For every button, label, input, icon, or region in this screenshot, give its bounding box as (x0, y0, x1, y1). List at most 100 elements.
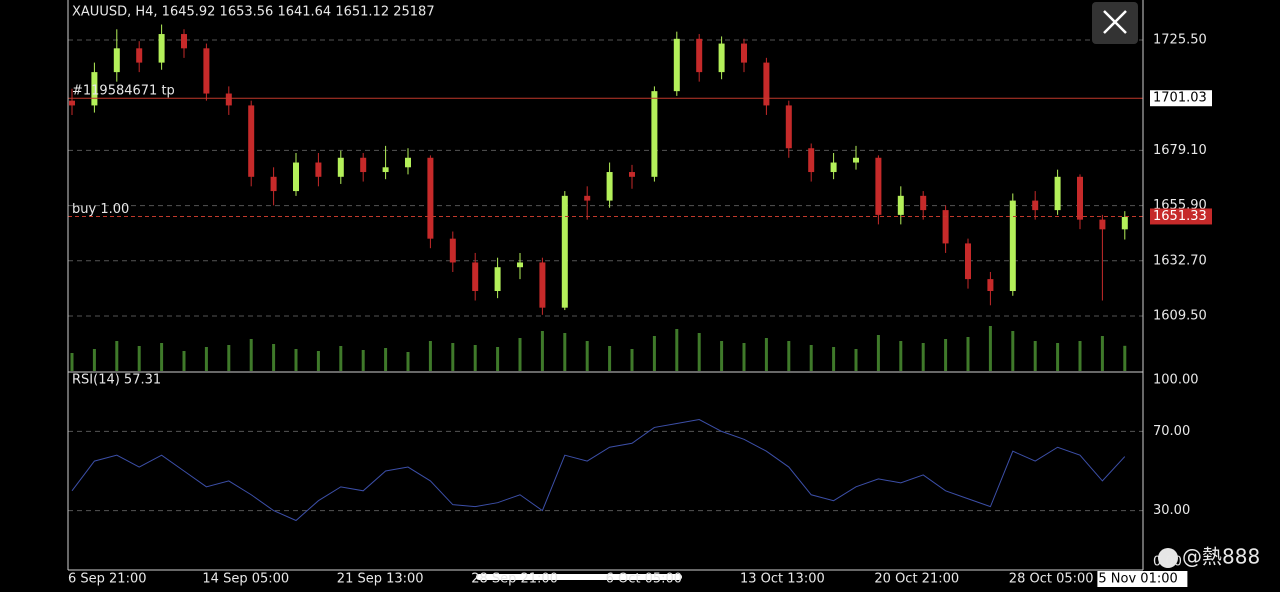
volume-bar (227, 345, 231, 371)
volume-bar (988, 326, 992, 371)
volume-bar (316, 351, 320, 371)
x-tick-label: 21 Sep 13:00 (337, 572, 424, 587)
volume-bar (854, 349, 858, 371)
candle-body (830, 162, 837, 173)
candle-body (920, 195, 927, 211)
volume-bar (966, 337, 970, 371)
candle-body (382, 167, 389, 173)
volume-bar (115, 341, 119, 371)
rsi-line (71, 418, 1126, 522)
volume-bar (1011, 331, 1015, 371)
volume-bar (204, 347, 208, 371)
candle-body (718, 43, 725, 73)
volume-bar (764, 338, 768, 371)
volume-bar (1033, 341, 1037, 371)
candle-body (853, 157, 859, 163)
volume-bar (697, 333, 701, 371)
candle-body (293, 162, 299, 192)
volume-bar (473, 345, 477, 371)
volume-bar (496, 347, 500, 371)
candle-body (987, 279, 994, 292)
x-tick-label: 13 Oct 13:00 (740, 572, 825, 587)
candle-body (91, 72, 98, 106)
x-tick-label: 28 Sep 21:00 (471, 572, 558, 587)
volume-bar (384, 348, 388, 371)
volume-bar (585, 341, 589, 371)
candle-body (696, 38, 703, 73)
candle-body (181, 34, 187, 49)
volume-bar (137, 346, 141, 371)
y-tick-label: 1679.10 (1153, 143, 1207, 158)
candle-body (494, 267, 501, 292)
candle-body (606, 172, 613, 201)
y-tick-label: 1609.50 (1153, 308, 1207, 323)
volume-bar (630, 349, 634, 371)
y-tick-label: 30.00 (1153, 503, 1190, 518)
grid-layer (68, 39, 1143, 512)
price-box-label: 1651.33 (1153, 209, 1207, 224)
volume-bar (921, 343, 925, 371)
volume-bar (428, 341, 432, 371)
candle-body (405, 157, 411, 168)
volume-bar (563, 333, 567, 371)
y-tick-label: 1725.50 (1153, 32, 1207, 47)
volume-bar (787, 341, 791, 371)
candle-body (897, 195, 904, 215)
volume-bar (451, 343, 455, 371)
symbol-header: XAUUSD, H4, 1645.92 1653.56 1641.64 1651… (72, 5, 435, 20)
order-label: #119584671 tp (72, 84, 175, 99)
candle-body (629, 172, 635, 177)
candle-body (136, 48, 143, 63)
x-tick-label: 5 Nov 01:00 (1098, 572, 1177, 587)
candle-body (248, 105, 255, 177)
volume-bar (832, 347, 836, 371)
candle-body (1009, 200, 1016, 292)
volume-bar (876, 335, 880, 371)
candle-body (741, 43, 747, 63)
close-icon[interactable] (1103, 10, 1127, 34)
volume-bar (1056, 343, 1060, 371)
volume-bar (339, 346, 343, 371)
candle-body (225, 93, 232, 106)
volume-bar (652, 336, 656, 371)
candle-body (584, 195, 591, 201)
candle-body (1121, 216, 1128, 230)
candle-body (69, 100, 75, 106)
y-tick-label: 1632.70 (1153, 253, 1207, 268)
volume-bar (899, 341, 903, 371)
watermark-text: @熱888 (1182, 545, 1260, 569)
volume-bar (182, 351, 186, 371)
y-tick-label: 100.00 (1153, 373, 1199, 388)
volume-bar (675, 329, 679, 371)
candle-body (785, 105, 792, 149)
candle-body (203, 48, 210, 94)
volume-bar (92, 349, 96, 371)
candle-body (1099, 219, 1106, 230)
watermark-icon (1158, 548, 1178, 568)
volume-bar (1123, 345, 1127, 371)
volume-bar (742, 343, 746, 371)
volume-bar (1100, 336, 1104, 371)
price-box (1150, 208, 1212, 225)
x-tick-label: 14 Sep 05:00 (202, 572, 289, 587)
scrollbar[interactable] (476, 574, 682, 580)
volume-bar (361, 350, 365, 371)
candle-body (808, 148, 815, 173)
volume-bar (249, 339, 253, 371)
candle-body (427, 157, 434, 239)
candle-body (270, 176, 277, 192)
x-tick-label: 28 Oct 05:00 (1009, 572, 1094, 587)
volume-bar (720, 341, 724, 371)
candle-body (449, 238, 456, 263)
cursor-time-box (1097, 571, 1188, 587)
candle-body (1077, 176, 1083, 220)
candle-body (763, 62, 770, 106)
volume-bar (944, 339, 948, 371)
candle-body (1032, 200, 1039, 211)
close-button[interactable] (1092, 2, 1138, 44)
y-tick-label: 70.00 (1153, 424, 1190, 439)
candle-body (673, 38, 680, 92)
candle-body (651, 91, 658, 177)
